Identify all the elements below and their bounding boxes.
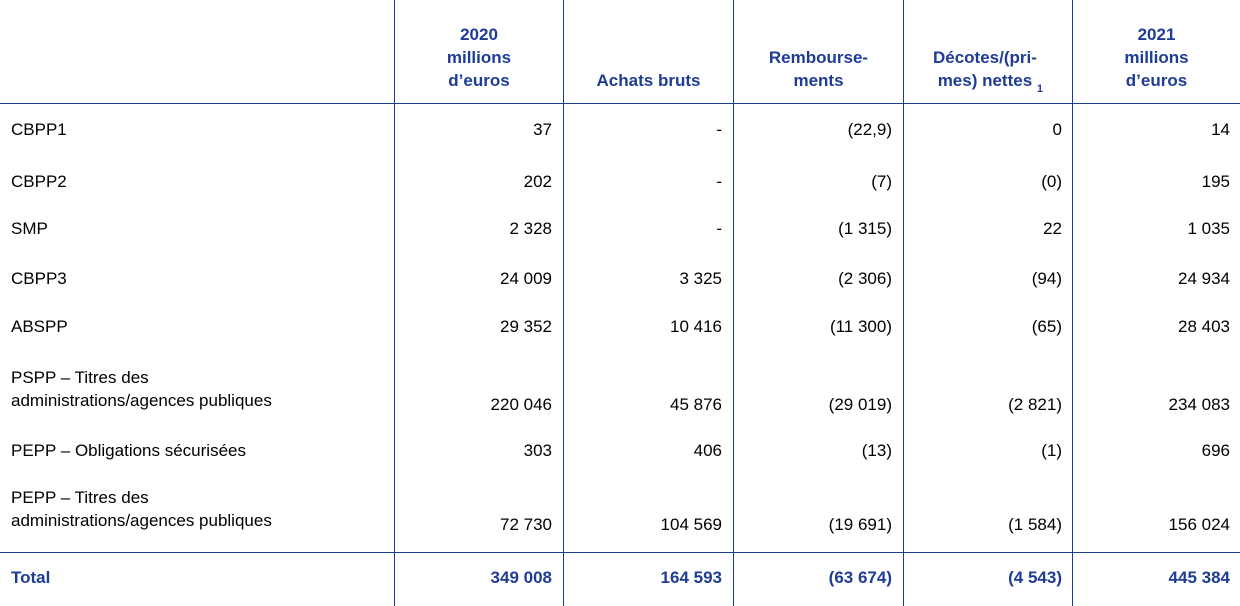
column-divider [733, 0, 734, 606]
total-rule [0, 552, 1240, 553]
header-2020: 2020 millions d’euros [446, 25, 512, 90]
total-label: Total [11, 568, 51, 587]
header-2021: 2021 millions d’euros [1124, 25, 1189, 90]
row-label: ABSPP [11, 317, 68, 336]
cell-redemptions: (2 306) [838, 269, 892, 288]
cell-redemptions: (29 019) [828, 395, 892, 414]
cell-gross-purchases: 10 416 [670, 317, 722, 336]
header-gross-purchases: Achats bruts [596, 71, 701, 90]
total-redemptions: (63 674) [828, 568, 892, 587]
cell-2020: 2 328 [509, 219, 552, 238]
cell-2021: 234 083 [1168, 395, 1230, 414]
total-gross-purchases: 164 593 [660, 568, 722, 587]
cell-2021: 28 403 [1178, 317, 1230, 336]
cell-net-discounts: (1 584) [1008, 515, 1062, 534]
cell-2021: 1 035 [1187, 219, 1230, 238]
cell-redemptions: (22,9) [847, 120, 892, 139]
row-label: CBPP2 [11, 172, 67, 191]
cell-2020: 202 [523, 172, 552, 191]
cell-redemptions: (19 691) [828, 515, 892, 534]
header-rule [0, 103, 1240, 104]
cell-gross-purchases: 104 569 [660, 515, 722, 534]
cell-2021: 696 [1201, 441, 1230, 460]
total-net-discounts: (4 543) [1008, 568, 1062, 587]
cell-2020: 37 [533, 120, 552, 139]
cell-2021: 156 024 [1168, 515, 1230, 534]
cell-2020: 303 [523, 441, 552, 460]
cell-redemptions: (7) [871, 172, 892, 191]
cell-2020: 72 730 [500, 515, 552, 534]
header-redemptions: Rembourse- ments [768, 48, 869, 90]
cell-2021: 195 [1201, 172, 1230, 191]
cell-2020: 24 009 [500, 269, 552, 288]
column-divider [563, 0, 564, 606]
row-label: SMP [11, 219, 48, 238]
cell-net-discounts: (94) [1031, 269, 1062, 288]
column-divider [394, 0, 395, 606]
cell-redemptions: (13) [861, 441, 892, 460]
column-divider [903, 0, 904, 606]
cell-gross-purchases: - [716, 120, 722, 139]
cell-net-discounts: 22 [1043, 219, 1062, 238]
row-label: PEPP – Titres des administrations/agence… [11, 488, 272, 530]
row-label: PEPP – Obligations sécurisées [11, 441, 246, 460]
cell-net-discounts: 0 [1052, 120, 1062, 139]
cell-net-discounts: (2 821) [1008, 395, 1062, 414]
cell-redemptions: (1 315) [838, 219, 892, 238]
cell-net-discounts: (0) [1041, 172, 1062, 191]
cell-gross-purchases: - [716, 219, 722, 238]
row-label: CBPP3 [11, 269, 67, 288]
cell-net-discounts: (1) [1041, 441, 1062, 460]
column-divider [1072, 0, 1073, 606]
cell-gross-purchases: 45 876 [670, 395, 722, 414]
row-label: CBPP1 [11, 120, 67, 139]
cell-redemptions: (11 300) [829, 317, 892, 336]
cell-2020: 220 046 [490, 395, 552, 414]
total-2020: 349 008 [490, 568, 552, 587]
cell-2021: 24 934 [1178, 269, 1230, 288]
row-label: PSPP – Titres des administrations/agence… [11, 368, 272, 410]
header-net-discounts: Décotes/(pri- mes) nettes 1 [932, 48, 1044, 95]
total-2021: 445 384 [1168, 568, 1230, 587]
cell-gross-purchases: 3 325 [679, 269, 722, 288]
cell-2021: 14 [1211, 120, 1230, 139]
cell-2020: 29 352 [500, 317, 552, 336]
cell-gross-purchases: 406 [693, 441, 722, 460]
cell-net-discounts: (65) [1031, 317, 1062, 336]
cell-gross-purchases: - [716, 172, 722, 191]
